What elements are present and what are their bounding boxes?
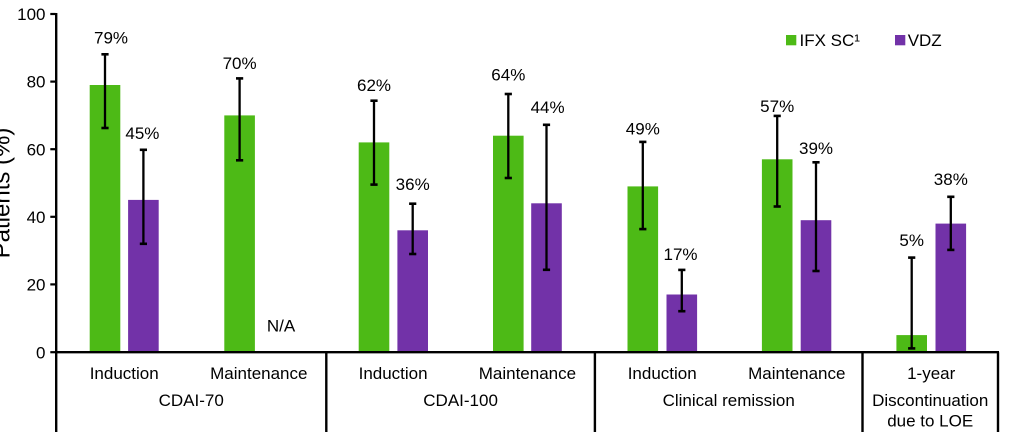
svg-text:36%: 36% bbox=[396, 175, 430, 194]
svg-text:49%: 49% bbox=[626, 119, 660, 138]
svg-text:57%: 57% bbox=[760, 97, 794, 116]
svg-text:0: 0 bbox=[36, 343, 45, 362]
svg-text:VDZ: VDZ bbox=[908, 31, 942, 50]
svg-text:Discontinuation: Discontinuation bbox=[872, 391, 988, 410]
svg-text:IFX SC¹: IFX SC¹ bbox=[800, 31, 861, 50]
svg-text:39%: 39% bbox=[799, 139, 833, 158]
svg-text:100: 100 bbox=[17, 5, 45, 24]
svg-text:5%: 5% bbox=[899, 231, 924, 250]
svg-text:Maintenance: Maintenance bbox=[479, 364, 576, 383]
svg-text:1-year: 1-year bbox=[907, 364, 956, 383]
svg-text:38%: 38% bbox=[934, 170, 968, 189]
svg-text:Clinical remission: Clinical remission bbox=[663, 391, 795, 410]
svg-text:Maintenance: Maintenance bbox=[748, 364, 845, 383]
svg-text:N/A: N/A bbox=[267, 317, 296, 336]
svg-text:due to LOE: due to LOE bbox=[887, 411, 973, 430]
svg-text:CDAI-100: CDAI-100 bbox=[423, 391, 498, 410]
svg-text:60: 60 bbox=[27, 140, 46, 159]
svg-text:62%: 62% bbox=[357, 76, 391, 95]
svg-text:Maintenance: Maintenance bbox=[210, 364, 307, 383]
svg-text:40: 40 bbox=[27, 208, 46, 227]
svg-text:Patients (%): Patients (%) bbox=[0, 128, 16, 259]
svg-text:44%: 44% bbox=[531, 98, 565, 117]
svg-text:70%: 70% bbox=[223, 54, 257, 73]
svg-text:CDAI-70: CDAI-70 bbox=[159, 391, 224, 410]
svg-text:45%: 45% bbox=[125, 124, 159, 143]
svg-text:64%: 64% bbox=[491, 66, 525, 85]
svg-text:80: 80 bbox=[27, 73, 46, 92]
svg-text:79%: 79% bbox=[94, 28, 128, 47]
svg-text:17%: 17% bbox=[663, 245, 697, 264]
svg-text:Induction: Induction bbox=[90, 364, 159, 383]
svg-text:Induction: Induction bbox=[359, 364, 428, 383]
svg-text:20: 20 bbox=[27, 276, 46, 295]
svg-text:Induction: Induction bbox=[628, 364, 697, 383]
